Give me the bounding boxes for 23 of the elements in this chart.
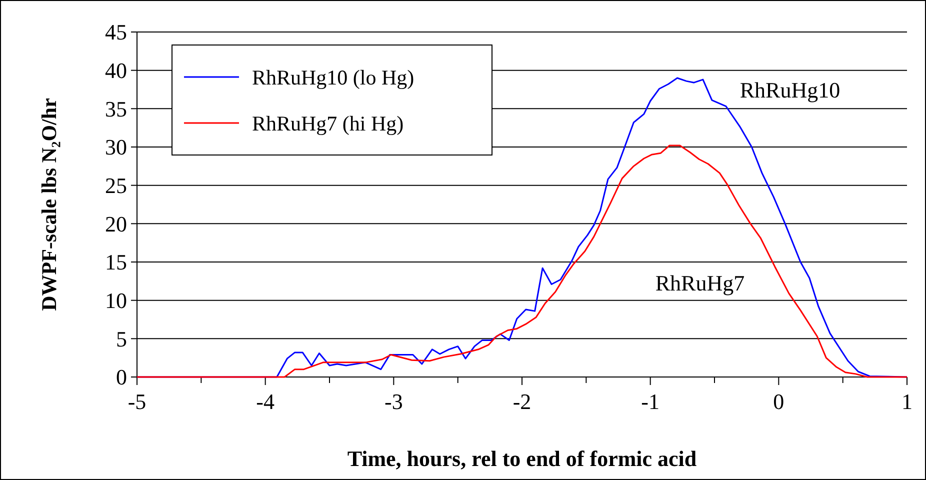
y-tick-label: 25	[105, 173, 127, 198]
y-tick-label: 10	[105, 288, 127, 314]
y-tick-label: 5	[116, 326, 127, 352]
x-tick-label: -4	[256, 389, 274, 414]
y-tick-label: 0	[116, 364, 127, 390]
x-tick-label: -5	[128, 389, 146, 414]
y-axis-title: DWPF-scale lbs N₂O/hr	[37, 98, 61, 311]
annotation: RhRuHg7	[655, 270, 745, 296]
annotation: RhRuHg10	[740, 78, 840, 103]
y-tick-label: 35	[105, 96, 127, 122]
x-tick-label: -1	[641, 389, 660, 414]
legend-label: RhRuHg7 (hi Hg)	[252, 111, 404, 136]
x-tick-label: 0	[773, 389, 784, 414]
x-tick-label: -2	[512, 389, 532, 414]
x-axis-title: Time, hours, rel to end of formic acid	[347, 446, 697, 471]
y-tick-label: 40	[105, 58, 127, 84]
legend-label: RhRuHg10 (lo Hg)	[252, 65, 414, 90]
x-tick-label: 1	[902, 389, 912, 414]
y-tick-label: 15	[105, 250, 127, 275]
y-tick-label: 45	[105, 20, 127, 45]
x-tick-label: -3	[384, 389, 403, 414]
y-tick-label: 30	[105, 134, 127, 160]
y-tick-label: 20	[105, 211, 127, 236]
